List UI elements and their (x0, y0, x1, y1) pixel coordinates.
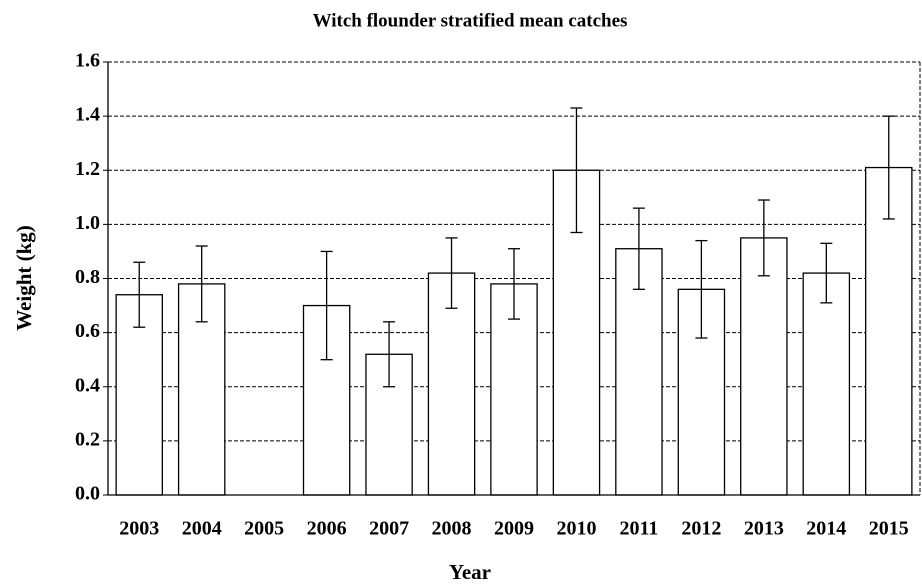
y-tick-label: 0.8 (75, 266, 100, 288)
y-tick-label: 1.4 (75, 104, 100, 126)
y-tick-label: 0.4 (75, 374, 100, 396)
x-tick-label: 2015 (869, 518, 909, 540)
x-tick-label: 2007 (369, 518, 409, 540)
bar (802, 272, 851, 496)
x-tick-label: 2005 (244, 518, 284, 540)
bar (740, 237, 788, 496)
x-tick-label: 2003 (119, 518, 159, 540)
y-axis-label: Weight (kg) (12, 225, 36, 331)
x-tick-label: 2008 (432, 518, 472, 540)
y-tick-label: 1.6 (75, 50, 100, 72)
x-tick-label: 2009 (494, 518, 534, 540)
y-tick-label: 1.2 (75, 158, 100, 180)
y-tick-label: 0.0 (75, 483, 100, 505)
y-tick-label: 0.6 (75, 320, 100, 342)
x-tick-label: 2006 (307, 518, 347, 540)
y-tick-label: 0.2 (75, 428, 100, 450)
bar (427, 272, 476, 496)
x-axis-label: Year (449, 560, 491, 584)
x-tick-label: 2010 (556, 518, 596, 540)
x-tick-label: 2004 (182, 518, 222, 540)
y-tick-label: 1.0 (75, 212, 100, 234)
x-tick-label: 2014 (806, 518, 846, 540)
x-tick-label: 2012 (681, 518, 721, 540)
chart-title: Witch flounder stratified mean catches (313, 10, 628, 31)
x-tick-label: 2011 (619, 518, 658, 540)
x-tick-label: 2013 (744, 518, 784, 540)
